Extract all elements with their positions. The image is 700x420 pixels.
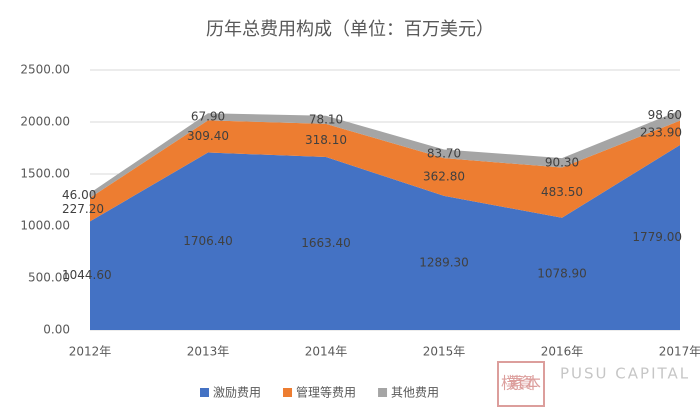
y-tick-label: 2000.00 <box>20 115 70 129</box>
stamp-text: 樸素資本 <box>501 374 541 393</box>
value-label: 1289.30 <box>419 255 469 269</box>
y-tick-label: 0.00 <box>43 323 70 337</box>
value-label: 233.90 <box>640 125 682 139</box>
value-label: 1078.90 <box>537 266 587 280</box>
y-tick-label: 1500.00 <box>20 167 70 181</box>
y-tick-label: 2500.00 <box>20 63 70 77</box>
value-label: 1663.40 <box>301 236 351 250</box>
x-tick-label: 2017年 <box>659 345 700 359</box>
watermark-text: PUSU CAPITAL <box>560 365 690 383</box>
legend-label: 管理等费用 <box>296 385 356 400</box>
y-tick-label: 1000.00 <box>20 219 70 233</box>
value-label: 318.10 <box>305 133 347 147</box>
watermark: 樸素資本 PUSU CAPITAL <box>497 361 690 407</box>
x-tick-label: 2016年 <box>541 345 584 359</box>
value-label: 98.60 <box>648 108 682 122</box>
legend-swatch <box>283 388 293 397</box>
value-label: 483.50 <box>541 185 583 199</box>
value-label: 46.00 <box>62 188 96 202</box>
area <box>90 144 680 330</box>
legend-swatch <box>200 388 209 397</box>
legend-label: 其他费用 <box>391 386 439 400</box>
stamp <box>497 361 545 407</box>
value-label: 362.80 <box>423 170 465 184</box>
y-tick-label: 500.00 <box>28 271 70 285</box>
value-label: 309.40 <box>187 129 229 143</box>
value-label: 1779.00 <box>632 230 682 244</box>
x-tick-label: 2014年 <box>305 345 348 359</box>
area <box>90 120 680 222</box>
chart-title: 历年总费用构成（单位：百万美元） <box>206 19 494 40</box>
value-label: 78.10 <box>309 112 343 126</box>
value-label: 83.70 <box>427 146 461 160</box>
value-label: 1706.40 <box>183 234 233 248</box>
value-label: 67.90 <box>191 109 225 123</box>
x-tick-label: 2015年 <box>423 345 466 359</box>
legend-swatch <box>378 388 388 397</box>
value-label: 227.20 <box>62 202 104 216</box>
legend: 激励费用 管理等费用 其他费用 <box>200 385 439 400</box>
value-label: 90.30 <box>545 155 579 169</box>
x-tick-label: 2013年 <box>187 345 230 359</box>
value-label: 1044.60 <box>62 268 112 282</box>
legend-label: 激励费用 <box>213 386 261 400</box>
x-tick-label: 2012年 <box>69 345 112 359</box>
